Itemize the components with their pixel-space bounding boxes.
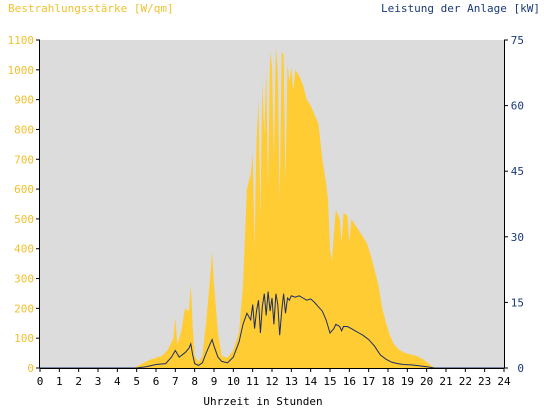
left-axis-tick-label: 900 xyxy=(14,94,34,107)
left-axis-tick-label: 500 xyxy=(14,213,34,226)
x-axis-tick-label: 13 xyxy=(285,375,298,388)
x-axis-title: Uhrzeit in Stunden xyxy=(203,395,322,408)
x-axis-tick-label: 23 xyxy=(478,375,491,388)
x-axis-tick-label: 24 xyxy=(497,375,511,388)
x-axis-tick-label: 18 xyxy=(381,375,394,388)
x-axis-tick-label: 8 xyxy=(191,375,198,388)
x-axis-tick-label: 15 xyxy=(323,375,336,388)
left-axis-tick-label: 400 xyxy=(14,243,34,256)
x-axis-tick-label: 11 xyxy=(246,375,259,388)
x-axis-tick-label: 4 xyxy=(114,375,121,388)
right-axis-tick-label: 45 xyxy=(511,165,524,178)
x-axis-tick-label: 19 xyxy=(401,375,414,388)
right-axis-title: Leistung der Anlage [kW] xyxy=(381,2,540,15)
x-axis-tick-label: 9 xyxy=(211,375,218,388)
x-axis-tick-label: 3 xyxy=(95,375,102,388)
x-axis-tick-label: 6 xyxy=(153,375,160,388)
right-axis-tick-label: 60 xyxy=(511,100,524,113)
left-axis-tick-label: 800 xyxy=(14,123,34,136)
x-axis-tick-label: 7 xyxy=(172,375,179,388)
left-axis-tick-label: 100 xyxy=(14,332,34,345)
x-axis-tick-label: 16 xyxy=(343,375,356,388)
x-axis-tick-label: 10 xyxy=(227,375,240,388)
left-axis-tick-label: 200 xyxy=(14,302,34,315)
x-axis-tick-label: 21 xyxy=(439,375,452,388)
x-axis-tick-label: 1 xyxy=(56,375,63,388)
left-axis-tick-label: 700 xyxy=(14,153,34,166)
x-axis-tick-label: 14 xyxy=(304,375,318,388)
left-axis-tick-label: 1100 xyxy=(8,34,35,47)
right-axis-tick-label: 15 xyxy=(511,296,524,309)
left-axis-tick-label: 0 xyxy=(27,362,34,375)
irradiance-area xyxy=(40,46,504,368)
left-axis-tick-label: 300 xyxy=(14,273,34,286)
right-axis-tick-label: 30 xyxy=(511,231,524,244)
x-axis-tick-label: 17 xyxy=(362,375,375,388)
x-axis-tick-label: 0 xyxy=(37,375,44,388)
left-axis-title: Bestrahlungsstärke [W/qm] xyxy=(8,2,174,15)
x-axis-tick-label: 12 xyxy=(265,375,278,388)
x-axis-tick-label: 20 xyxy=(420,375,433,388)
power-line xyxy=(40,291,504,369)
x-axis-tick-label: 2 xyxy=(75,375,82,388)
x-axis-tick-label: 22 xyxy=(459,375,472,388)
right-axis-tick-label: 75 xyxy=(511,34,524,47)
left-axis-tick-label: 600 xyxy=(14,183,34,196)
x-axis-tick-label: 5 xyxy=(133,375,140,388)
left-axis-tick-label: 1000 xyxy=(8,64,35,77)
right-axis-tick-label: 0 xyxy=(517,362,524,375)
